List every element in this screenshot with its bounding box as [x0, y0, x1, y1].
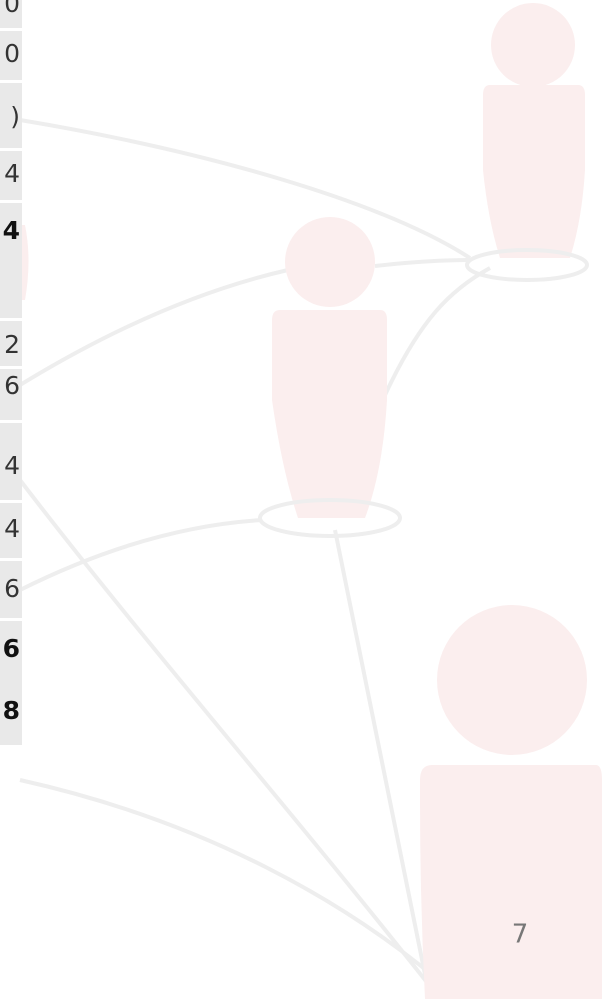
background-network — [20, 120, 490, 999]
cell-text: 8 — [3, 696, 20, 725]
person-body — [420, 765, 602, 999]
cell-text: 6 — [4, 371, 20, 400]
person-head — [285, 217, 375, 307]
cell-text: 2 — [4, 330, 20, 359]
cell-text: 4 — [4, 451, 20, 480]
cell-text: 4 — [4, 514, 20, 543]
person-head — [491, 3, 575, 87]
person-body — [483, 85, 585, 258]
person-head — [437, 605, 587, 755]
cell-text: 0 — [4, 0, 20, 18]
cell-text: 0 — [4, 39, 20, 68]
cell-text: 4 — [3, 216, 20, 245]
page-number: 7 — [512, 920, 529, 950]
cell-text: 6 — [4, 574, 20, 603]
network-line — [385, 268, 490, 395]
cell-text: 6 — [3, 634, 20, 663]
cell-text: 4 — [4, 159, 20, 188]
table-fragment: 0 0) 4 4 2 6 4 4 6 6 8 — [0, 0, 22, 745]
network-line — [20, 120, 470, 258]
cell-text: ) — [10, 102, 20, 131]
slide: 0 0) 4 4 2 6 4 4 6 6 8 7 — [0, 0, 602, 999]
network-line — [20, 270, 288, 385]
network-line — [375, 260, 470, 266]
person-body — [272, 310, 387, 518]
page: 00)442644668 7 (() => { const data = JSO… — [0, 0, 602, 999]
network-line — [20, 520, 262, 590]
person-figures — [20, 3, 602, 999]
